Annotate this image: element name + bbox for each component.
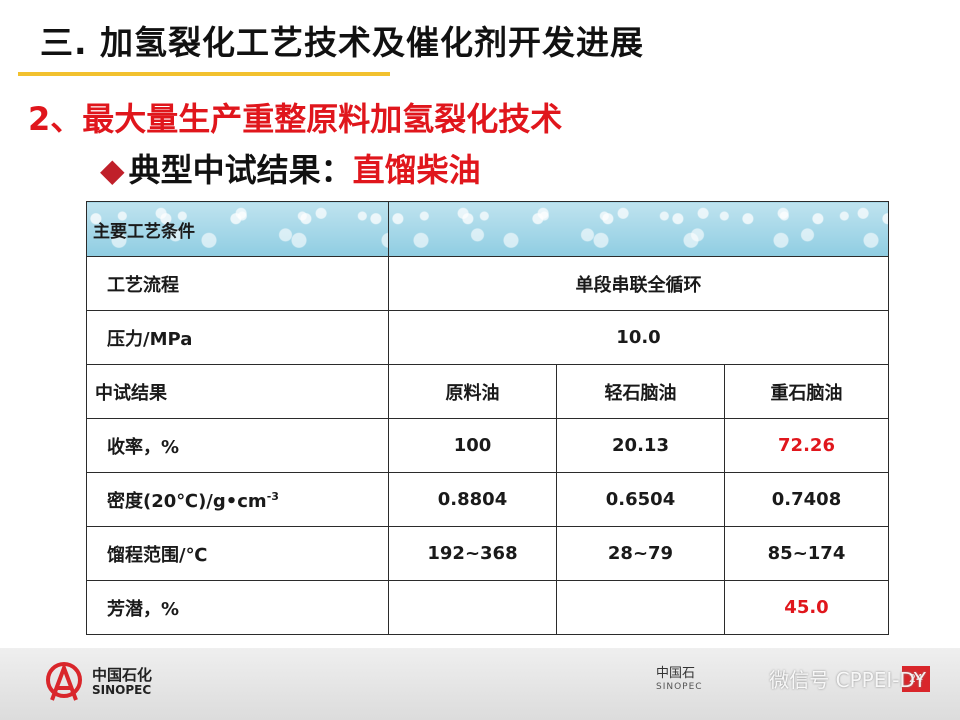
- table-header-row: 主要工艺条件: [86, 201, 890, 257]
- footer-company-en: SINOPEC: [92, 683, 152, 697]
- row-label: 密度(20℃)/g•cm-3: [86, 472, 389, 527]
- row-label-superscript: -3: [266, 489, 279, 503]
- process-label: 工艺流程: [86, 256, 389, 311]
- slide-footer: 中国石化 SINOPEC 中国石 SINOPEC 24 微信号 CPPEI-DY: [0, 648, 960, 720]
- bullet-heading: ◆ 典型中试结果：直馏柴油: [100, 145, 481, 191]
- column-header-feed: 原料油: [388, 364, 557, 419]
- bullet-prefix: 典型中试结果：: [128, 151, 353, 189]
- table-row: 馏程范围/℃ 192~368 28~79 85~174: [86, 526, 890, 581]
- table-row: 收率，% 100 20.13 72.26: [86, 418, 890, 473]
- slide-header: 三. 加氢裂化工艺技术及催化剂开发进展: [0, 0, 960, 76]
- table-row: 密度(20℃)/g•cm-3 0.8804 0.6504 0.7408: [86, 472, 890, 527]
- page-number: 24: [902, 666, 930, 692]
- bullet-accent: 直馏柴油: [352, 151, 481, 189]
- slide-title: 三. 加氢裂化工艺技术及催化剂开发进展: [40, 23, 645, 62]
- table-row: 中试结果 原料油 轻石脑油 重石脑油: [86, 364, 890, 419]
- cell-value: [556, 580, 725, 635]
- row-label: 芳潜，%: [86, 580, 389, 635]
- footer-institute-cn: 中国石: [656, 666, 696, 681]
- cell-value: 28~79: [556, 526, 725, 581]
- cell-value: [388, 580, 557, 635]
- column-header-light-naphtha: 轻石脑油: [556, 364, 725, 419]
- table-header-fill: [387, 201, 890, 257]
- results-label: 中试结果: [86, 364, 389, 419]
- table-row: 工艺流程 单段串联全循环: [86, 256, 890, 311]
- cell-value: 85~174: [723, 526, 890, 581]
- footer-institute-en: SINOPEC: [656, 682, 703, 692]
- sinopec-logo-icon: [46, 662, 82, 701]
- watermark: 微信号 CPPEI-DY: [769, 668, 926, 692]
- cell-value: 192~368: [388, 526, 557, 581]
- cell-value: 20.13: [556, 418, 725, 473]
- row-label: 馏程范围/℃: [86, 526, 389, 581]
- table-header-label: 主要工艺条件: [86, 201, 389, 257]
- results-table: 主要工艺条件 工艺流程 单段串联全循环 压力/MPa 10.0 中试结果 原料油…: [86, 201, 890, 635]
- cell-value-highlight: 72.26: [723, 418, 890, 473]
- diamond-bullet-icon: ◆: [100, 151, 125, 189]
- cell-value-highlight: 45.0: [723, 580, 890, 635]
- section-heading: 2、最大量生产重整原料加氢裂化技术: [28, 100, 563, 138]
- pressure-value: 10.0: [387, 310, 890, 365]
- footer-company-cn: 中国石化: [92, 666, 153, 684]
- cell-value: 0.6504: [556, 472, 725, 527]
- column-header-heavy-naphtha: 重石脑油: [723, 364, 890, 419]
- row-label: 收率，%: [86, 418, 389, 473]
- table-row: 芳潜，% 45.0: [86, 580, 890, 635]
- table-row: 压力/MPa 10.0: [86, 310, 890, 365]
- title-underline: [18, 72, 390, 76]
- process-value: 单段串联全循环: [387, 256, 890, 311]
- cell-value: 0.7408: [723, 472, 890, 527]
- cell-value: 100: [388, 418, 557, 473]
- cell-value: 0.8804: [388, 472, 557, 527]
- row-label-text: 密度(20℃)/g•cm: [107, 490, 267, 512]
- pressure-label: 压力/MPa: [86, 310, 389, 365]
